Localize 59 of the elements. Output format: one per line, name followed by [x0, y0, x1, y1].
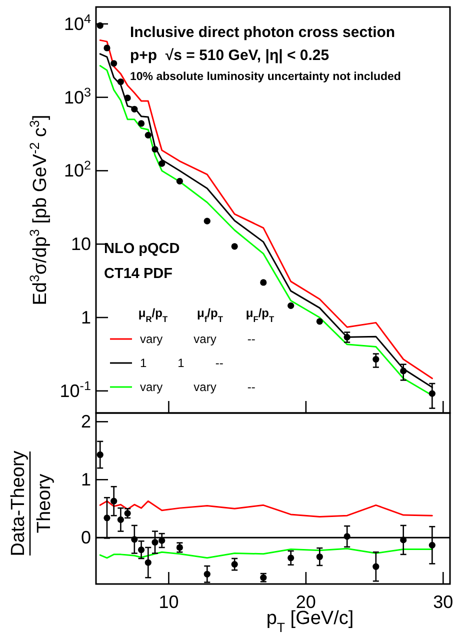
point: [131, 536, 138, 543]
y-tick-label: 0: [80, 528, 91, 548]
text: p+p √s = 510 GeV, |η| < 0.25: [130, 47, 330, 64]
point: [176, 544, 183, 551]
y-tick-label: 1: [80, 308, 91, 328]
y-tick-label: 1: [80, 470, 91, 490]
point: [158, 160, 166, 167]
point: [400, 536, 407, 544]
point: [117, 78, 124, 86]
point: [110, 60, 118, 67]
point: [138, 120, 145, 127]
point: [344, 533, 350, 540]
point: [260, 279, 267, 286]
y-tick-label: 10$^{2}$: [64, 158, 91, 181]
point: [316, 318, 323, 325]
point: [316, 553, 323, 560]
point: [204, 218, 210, 224]
y-tick-label: 2: [80, 412, 91, 432]
annotation: NLO pQCD: [104, 241, 180, 257]
legend-label: 1 1 --: [140, 356, 224, 370]
point: [428, 390, 436, 397]
annotation: CT14 PDF: [104, 266, 173, 282]
text: μ$_{R}$/p$_{T}$ μ$_{f}$/p$_{T}$ μ$_{F}$/p$_{T}$: [138, 306, 274, 324]
y-tick-label: 10$^{4}$: [64, 12, 91, 34]
point: [158, 537, 166, 544]
point: [144, 559, 152, 566]
annotation: 10% absolute luminosity uncertainty not included: [130, 71, 401, 83]
point: [144, 132, 152, 138]
point: [117, 516, 124, 523]
y-tick-label: 10: [70, 234, 91, 254]
point: [231, 560, 238, 568]
point: [372, 356, 380, 363]
point: [288, 554, 294, 562]
point: [400, 368, 407, 374]
point: [204, 570, 210, 578]
y-axis-title: Data-Theory Theory: [8, 450, 55, 556]
y-tick-label: 10$^{-1}$: [60, 378, 91, 401]
point: [138, 546, 145, 554]
point: [110, 498, 118, 504]
text: Inclusive direct photon cross section: [130, 24, 396, 41]
point: [96, 451, 104, 458]
point: [231, 243, 238, 250]
legend-label: vary vary --: [140, 380, 256, 394]
legend-label: vary vary --: [140, 332, 256, 346]
point: [152, 146, 158, 153]
line-series: [99, 500, 433, 518]
x-tick-label: 10: [158, 592, 179, 612]
y-tick-label: 10$^{3}$: [64, 85, 91, 108]
point: [344, 334, 350, 340]
x-tick-label: 30: [433, 592, 454, 612]
point: [104, 44, 110, 52]
point: [176, 178, 183, 184]
point: [372, 563, 380, 570]
point: [428, 542, 436, 548]
point: [104, 514, 110, 522]
point: [131, 106, 138, 112]
point: [288, 302, 294, 309]
point: [152, 538, 158, 546]
point: [124, 94, 131, 102]
